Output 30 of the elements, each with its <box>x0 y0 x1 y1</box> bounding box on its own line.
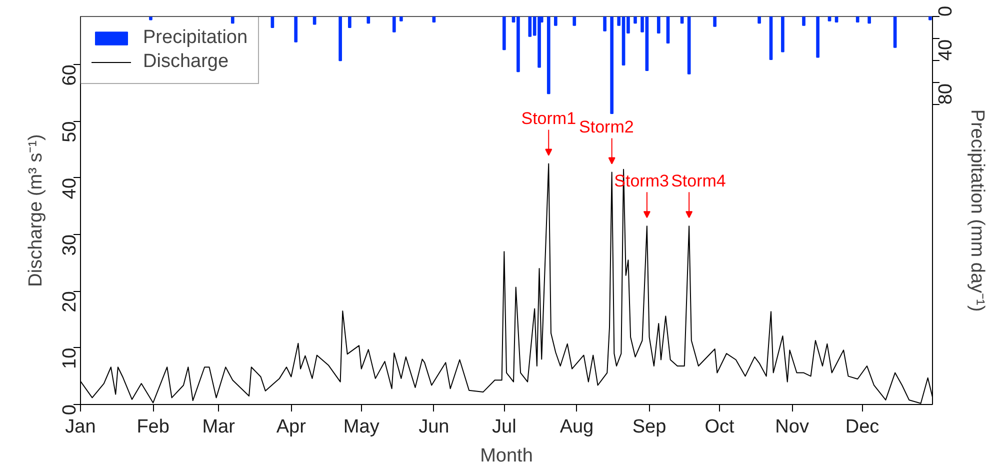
y-tick-label: 50 <box>60 121 80 142</box>
y2-tick-label: 40 <box>936 39 956 61</box>
x-tick-label: Mar <box>202 416 236 438</box>
y-tick-label: 10 <box>60 348 80 369</box>
x-tick-label: Oct <box>704 416 735 438</box>
x-tick-label: Jan <box>65 416 96 438</box>
x-tick-label: Jul <box>492 416 516 438</box>
x-tick-label: Sep <box>632 416 666 438</box>
x-tick-label: Nov <box>775 416 810 438</box>
y-tick-label: 40 <box>60 178 80 200</box>
x-tick-label: Jun <box>418 416 450 438</box>
legend-label: Precipitation <box>143 27 248 49</box>
x-tick-label: Feb <box>136 416 170 438</box>
x-tick-label: Dec <box>845 416 880 438</box>
y2-tick-label: 80 <box>936 84 956 105</box>
y-tick-label: 30 <box>60 234 80 256</box>
x-tick-label: May <box>343 416 380 438</box>
y-tick-label: 60 <box>60 64 80 86</box>
x-tick-label: Apr <box>276 416 307 438</box>
annotation: Storm2 <box>579 118 634 137</box>
x-tick-label: Aug <box>560 416 594 438</box>
y2-tick-label: 0 <box>936 6 956 16</box>
y-tick-label: 0 <box>60 404 80 416</box>
x-axis-title: Month <box>480 446 533 466</box>
annotation: Storm4 <box>671 171 726 190</box>
y-tick-label: 20 <box>60 291 80 312</box>
y-axis-title: Discharge (m³ s⁻¹) <box>26 134 46 287</box>
y2-axis-title: Precipitation (mm day⁻¹) <box>966 109 988 312</box>
annotation: Storm1 <box>521 109 576 128</box>
legend-label: Discharge <box>143 51 229 73</box>
